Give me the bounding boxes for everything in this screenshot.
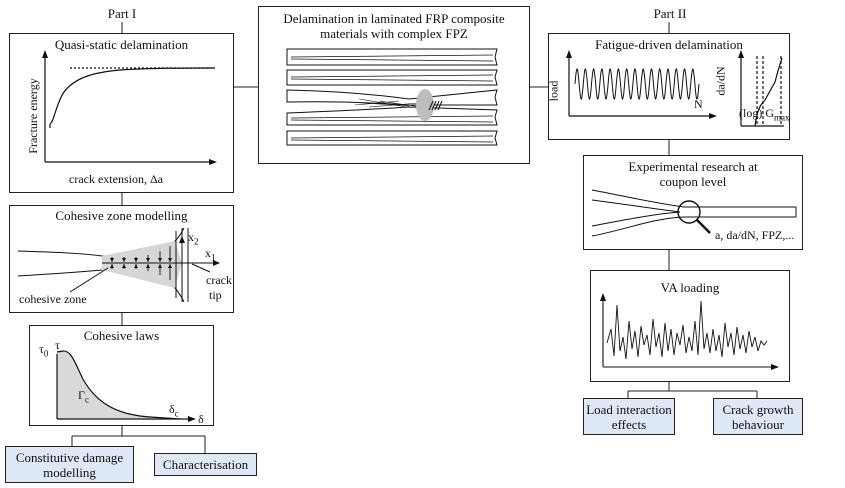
load-interaction-box: Load interaction effects [583,398,675,435]
crack-growth-box: Crack growth behaviour [713,398,803,435]
center-title-line2: materials with complex FPZ [320,26,468,41]
variable-amplitude-signal [606,300,768,360]
load-interaction-label: Load interaction effects [586,402,672,432]
va-x-arrow [771,364,779,370]
cohesive-law-plot [56,350,196,422]
part2-header: Part II [653,6,687,21]
fracture-energy-label: Fracture energy [26,78,40,154]
x1-arrow [213,260,220,266]
gamma-label: Γc [78,388,89,405]
tau-label: τ [55,338,60,352]
delta-arrow [188,416,196,422]
czm-panel: Cohesive zone modelling [9,205,234,313]
traction-separation-curve [56,350,181,420]
cohesive-laws-title: Cohesive laws [83,328,160,343]
cohesive-zone-fill [102,241,182,288]
y-axis-arrow [42,50,48,58]
delta-c-label: δc [169,402,179,419]
constitutive-modelling-label: Constitutive damage modelling [15,450,124,480]
n-label: N [694,97,703,111]
crack-extension-label: crack extension, Δa [69,172,164,186]
ply-4 [286,106,498,126]
va-y-arrow [600,293,606,301]
center-panel: Delamination in laminated FRP composite … [258,6,530,164]
magnifier-handle [696,219,711,234]
va-loading-plot [600,293,779,370]
dadn-label: da/dN [713,66,728,96]
fpz-region [416,89,434,121]
constitutive-modelling-box: Constitutive damage modelling [5,446,134,483]
n-axis-arrow [709,113,717,119]
load-label: load [546,80,561,102]
va-loading-title: VA loading [660,280,720,295]
crack-growth-label: Crack growth behaviour [722,402,794,432]
characterisation-box: Characterisation [154,453,257,476]
crack-tip-pointer [191,263,211,273]
center-title-line1: Delamination in laminated FRP composite [283,11,505,26]
x2-arrow [179,236,185,243]
experimental-panel: Experimental research at coupon level a,… [583,155,803,250]
cohesive-zone-label: cohesive zone [19,292,87,306]
quasi-static-title: Quasi-static delamination [54,37,189,52]
fracture-energy-plot [42,50,217,165]
crack-mouth [591,199,681,227]
ply-2 [286,69,498,86]
paris-curve [754,57,783,127]
quasi-static-panel: Quasi-static delamination Fracture energ… [9,33,234,193]
x2-label: x2 [188,230,199,247]
fatigue-panel: Fatigue-driven delamination load N da/dN… [546,33,790,140]
laminate-sketch [286,48,498,146]
experimental-title-line1: Experimental research at [628,159,758,174]
experimental-title-line2: coupon level [659,174,727,189]
va-loading-panel: VA loading [590,270,790,382]
fatigue-plots [566,50,784,127]
load-axis-arrow [566,50,572,58]
x1-label: x1 [205,246,216,263]
cohesive-zone-pointer [69,267,109,293]
gamma-area [57,350,180,419]
measurement-annotation: a, da/dN, FPZ,... [715,228,795,242]
dcb-specimen [591,189,797,237]
part1-header: Part I [107,6,137,21]
characterisation-label: Characterisation [162,457,249,472]
fatigue-title: Fatigue-driven delamination [595,37,743,52]
ply-3 [286,89,498,106]
magnifier-lens [677,200,701,224]
cyclic-load-signal [574,67,700,101]
log-gmax-label: (log) Gmax [739,106,790,123]
dadn-axis-arrow [738,50,744,58]
czm-title: Cohesive zone modelling [55,208,188,223]
r-curve [49,67,216,125]
tau0-label: τ0 [39,342,49,359]
specimen-outline [591,189,797,237]
cohesive-laws-panel: Cohesive laws τ0 τ Γc δc δ [29,325,214,426]
ply-1 [286,48,498,66]
ply-5 [286,130,498,146]
delta-label: δ [198,412,204,426]
crack-label: crack [206,273,232,287]
tip-label: tip [209,288,222,302]
czm-sketch [17,227,220,303]
x-axis-arrow [209,159,217,165]
